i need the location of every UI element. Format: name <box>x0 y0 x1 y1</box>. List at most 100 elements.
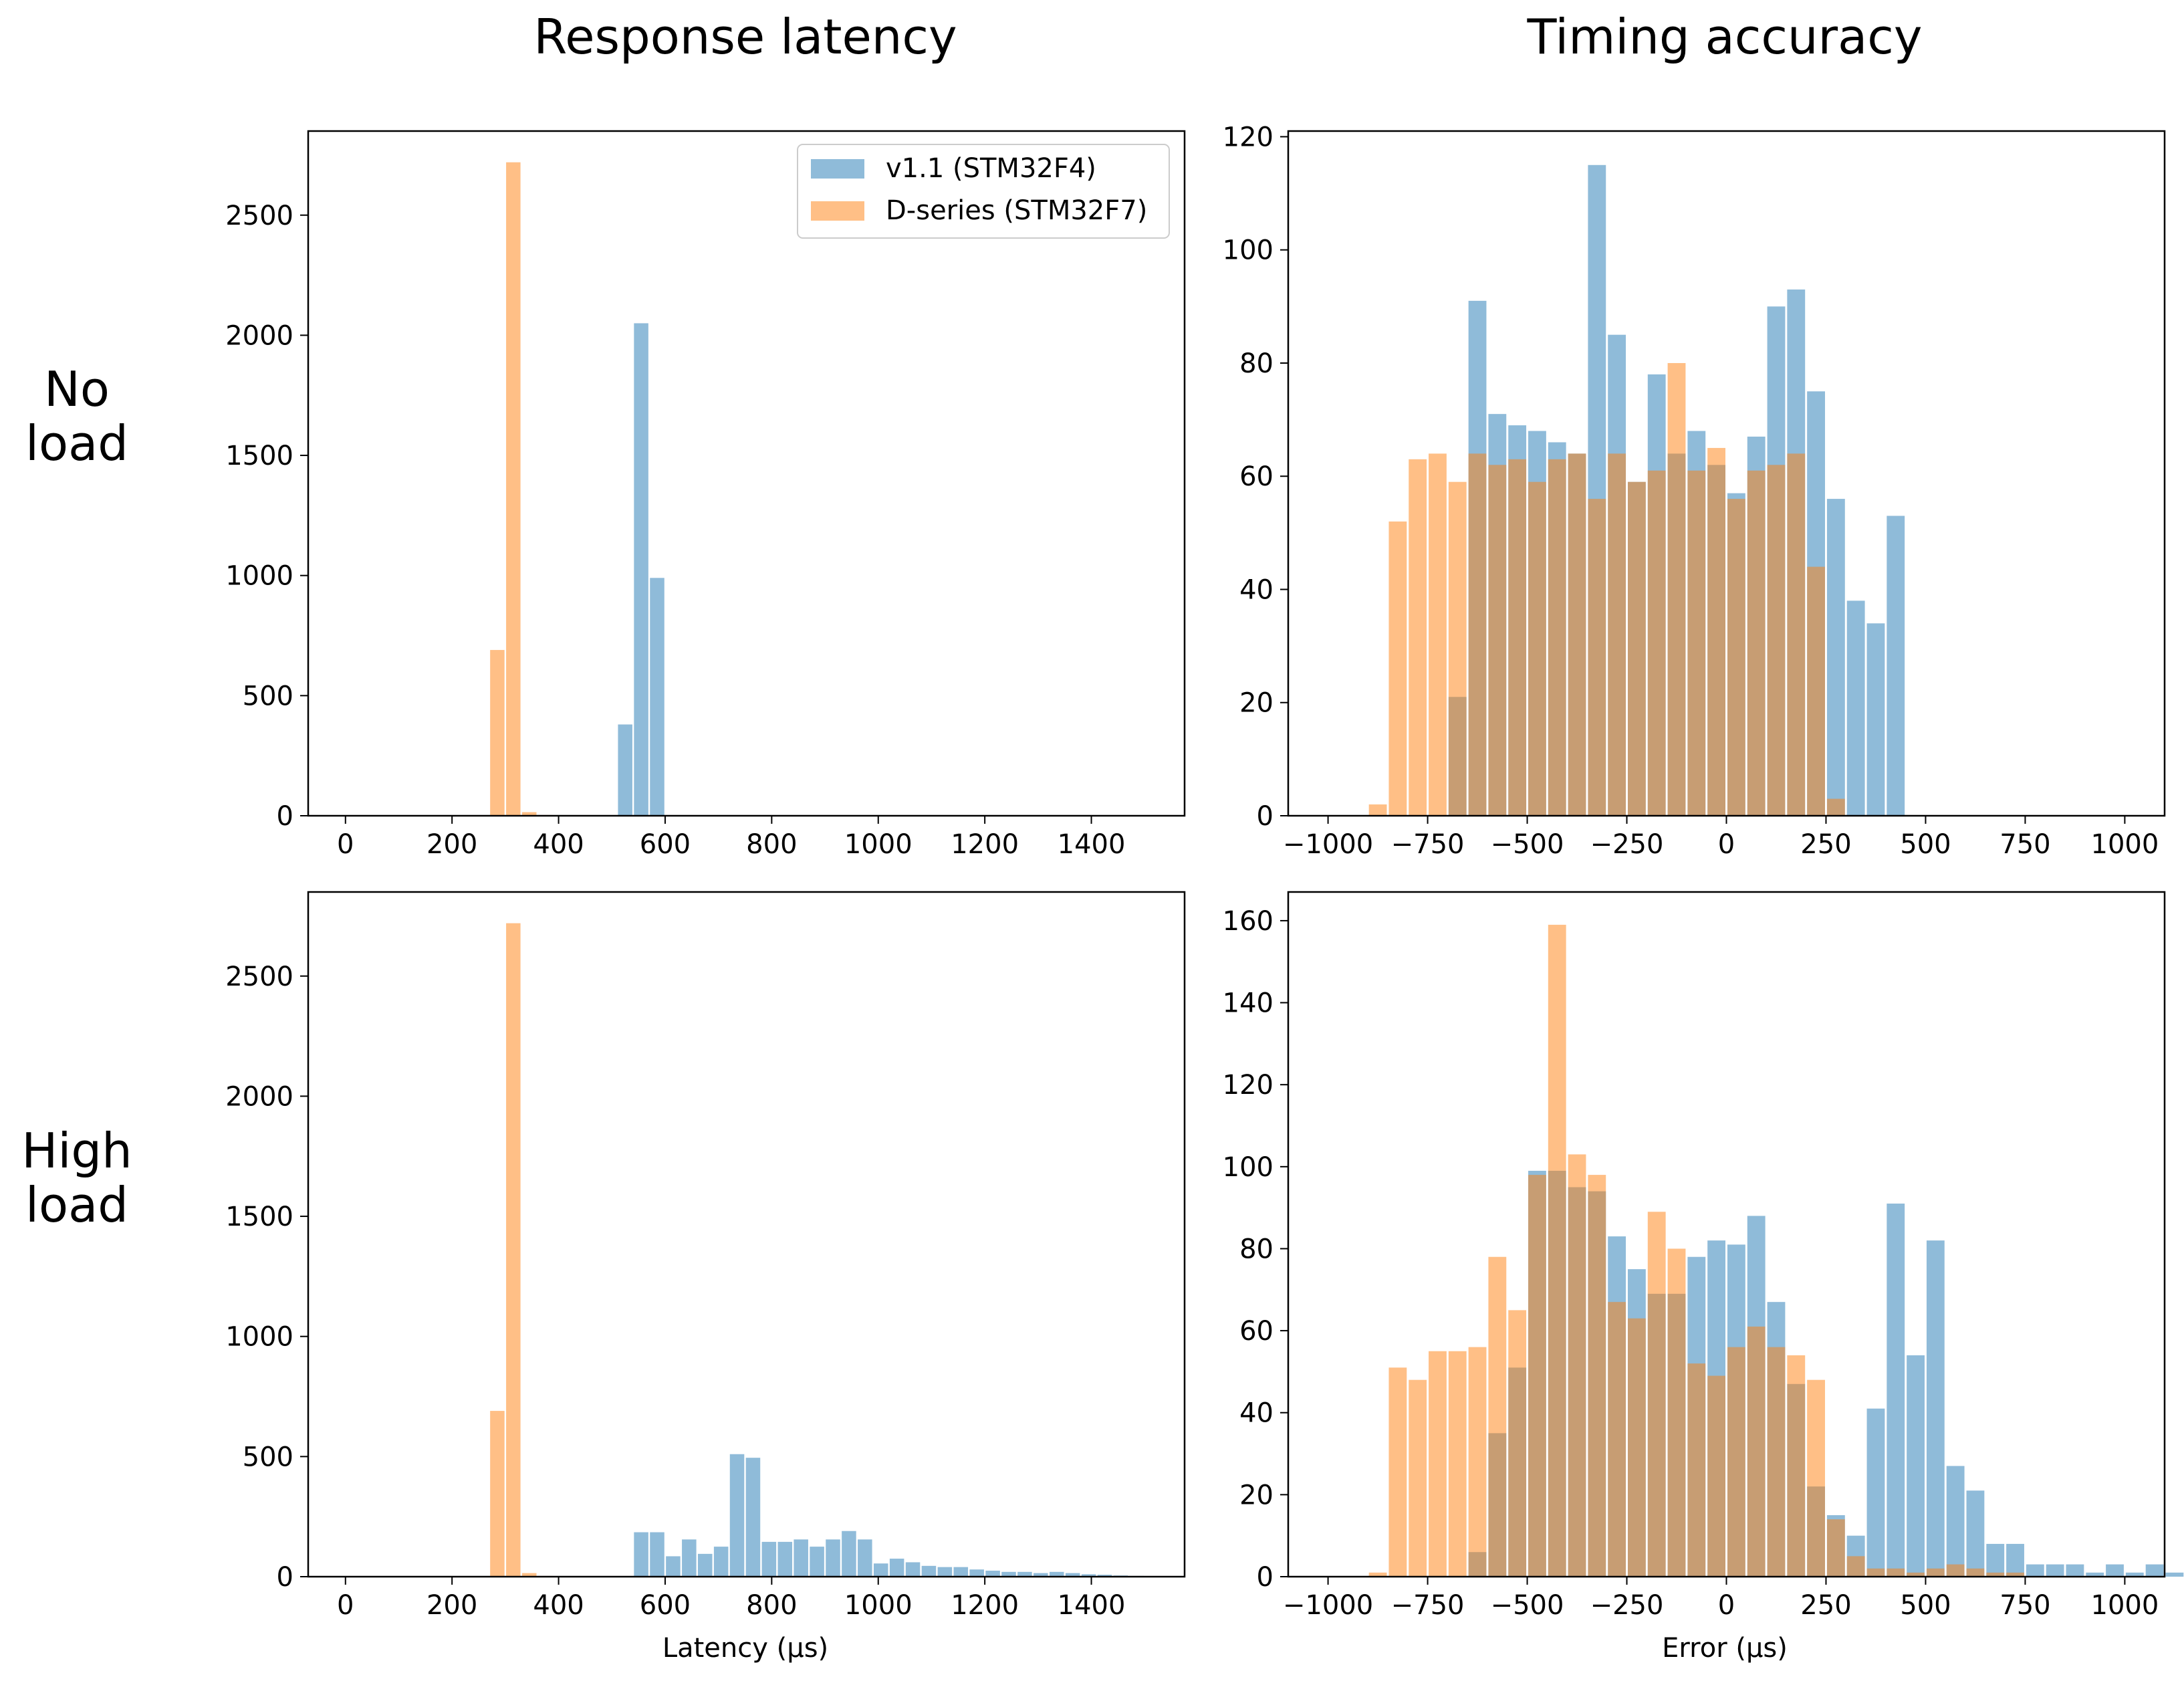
panel-no-load-latency: 0 200 400 600 800 1000 1200 1400 0 500 1000 1500 200… <box>225 130 1186 860</box>
y-tick-label: 1500 <box>225 441 293 471</box>
bar-d-series <box>1747 1326 1766 1577</box>
x-tick-label: 1200 <box>951 1590 1019 1621</box>
bar-d-series <box>1628 481 1646 816</box>
bar-v1-1 <box>1866 623 1885 816</box>
bar-v1-1 <box>2086 1572 2104 1577</box>
bar-d-series <box>1707 447 1726 816</box>
x-tick-label: 0 <box>1718 1590 1735 1621</box>
bar-v1-1 <box>985 1571 1000 1577</box>
x-tick-label: 600 <box>640 1590 691 1621</box>
x-tick-label: 1000 <box>844 1590 913 1621</box>
bar-v1-1 <box>842 1531 856 1577</box>
bar-v1-1 <box>618 724 632 816</box>
x-tick-label: 750 <box>1999 1590 2050 1621</box>
bar-v1-1 <box>634 323 648 816</box>
bar-d-series <box>1429 453 1447 816</box>
bar-v1-1 <box>1966 1490 1985 1577</box>
panel-high-load-accuracy: −1000 −750 −500 −250 0 250 500 750 1000 0 20 40 60 80… <box>1223 891 2184 1621</box>
bar-v1-1 <box>777 1541 793 1577</box>
x-tick-label: −1000 <box>1283 829 1373 860</box>
bar-d-series <box>1368 1572 1387 1577</box>
y-tick-label: 500 <box>243 681 293 711</box>
x-tick-label: 750 <box>1999 829 2050 860</box>
x-tick-label: 0 <box>337 829 354 860</box>
bar-d-series <box>1448 481 1467 816</box>
column-title-accuracy: Timing accuracy <box>1527 9 1923 65</box>
column-title-latency: Response latency <box>533 9 957 65</box>
bar-v1-1 <box>2145 1564 2164 1577</box>
bar-d-series <box>1628 1318 1646 1577</box>
y-tick-label: 60 <box>1239 461 1273 492</box>
x-tick-label: 0 <box>1718 829 1735 860</box>
bar-v1-1 <box>697 1553 713 1577</box>
y-tick-label: 120 <box>1223 1070 1273 1101</box>
x-tick-label: −750 <box>1391 829 1465 860</box>
x-tick-label: −750 <box>1391 1590 1465 1621</box>
bar-v1-1 <box>1946 1466 1965 1577</box>
x-tick-label: 1400 <box>1058 829 1126 860</box>
legend-label-d-series: D-series (STM32F7) <box>886 195 1147 226</box>
y-tick-label: 80 <box>1239 348 1273 379</box>
bar-d-series <box>1926 1568 1945 1577</box>
legend: v1.1 (STM32F4) D-series (STM32F7) <box>797 144 1170 239</box>
legend-swatch-v1-1 <box>811 159 864 179</box>
bar-d-series <box>1986 1572 2005 1577</box>
bar-d-series <box>1727 1347 1745 1577</box>
bar-v1-1 <box>2106 1564 2124 1577</box>
bar-d-series <box>1907 1572 1925 1577</box>
bar-d-series <box>1429 1351 1447 1577</box>
bar-v1-1 <box>969 1569 984 1577</box>
panel-high-load-latency: 0 200 400 600 800 1000 1200 1400 0 500 1000 1500 200… <box>225 891 1186 1621</box>
bar-d-series <box>1409 459 1427 816</box>
bar-v1-1 <box>1017 1571 1032 1577</box>
axes-frame <box>307 891 1186 1578</box>
legend-label-v1-1: v1.1 (STM32F4) <box>886 153 1096 184</box>
bar-d-series <box>1468 453 1487 816</box>
x-tick-label: 500 <box>1900 1590 1951 1621</box>
row-label-high-load-line2: load <box>25 1177 128 1233</box>
x-tick-label: 400 <box>533 829 584 860</box>
bar-d-series <box>1608 453 1626 816</box>
bar-d-series <box>2006 1572 2024 1577</box>
panel-no-load-accuracy: −1000 −750 −500 −250 0 250 500 750 1000 0 20 40 60 80… <box>1223 122 2166 860</box>
y-tick-label: 20 <box>1239 688 1273 719</box>
bar-d-series <box>1528 481 1546 816</box>
row-label-no-load-line1: No <box>44 361 110 417</box>
bar-v1-1 <box>937 1567 953 1577</box>
x-axis-label-latency: Latency (µs) <box>662 1633 828 1664</box>
bar-d-series <box>490 650 505 816</box>
bar-d-series <box>1647 470 1666 816</box>
bar-d-series <box>1887 1568 1905 1577</box>
x-tick-label: 800 <box>746 829 797 860</box>
bar-v1-1 <box>2006 1543 2024 1577</box>
bar-d-series <box>1767 1347 1786 1577</box>
bar-v1-1 <box>745 1458 761 1577</box>
bar-v1-1 <box>905 1562 921 1577</box>
bar-v1-1 <box>1926 1240 1945 1577</box>
y-tick-label: 40 <box>1239 1398 1273 1429</box>
y-tick-label: 60 <box>1239 1316 1273 1347</box>
bar-v1-1 <box>2165 1572 2184 1577</box>
x-tick-label: 1000 <box>2091 829 2159 860</box>
y-tick-label: 1000 <box>225 1322 293 1353</box>
row-label-no-load-line2: load <box>25 415 128 471</box>
bar-d-series <box>506 162 521 816</box>
bar-d-series <box>1687 470 1706 816</box>
x-tick-label: −250 <box>1590 1590 1664 1621</box>
x-tick-label: 1400 <box>1058 1590 1126 1621</box>
bar-d-series <box>1807 566 1825 816</box>
y-tick-label: 2000 <box>225 1081 293 1112</box>
bar-v1-1 <box>1081 1574 1096 1577</box>
legend-swatch-d-series <box>811 201 864 221</box>
bar-v1-1 <box>889 1559 904 1577</box>
y-tick-label: 2500 <box>225 201 293 231</box>
bar-v1-1 <box>713 1547 729 1577</box>
bar-d-series <box>1388 1367 1407 1577</box>
bar-v1-1 <box>666 1556 681 1577</box>
bar-v1-1 <box>650 578 664 816</box>
x-tick-label: 600 <box>640 829 691 860</box>
bar-d-series <box>1647 1212 1666 1577</box>
bar-v1-1 <box>810 1547 824 1577</box>
x-tick-label: −250 <box>1590 829 1664 860</box>
